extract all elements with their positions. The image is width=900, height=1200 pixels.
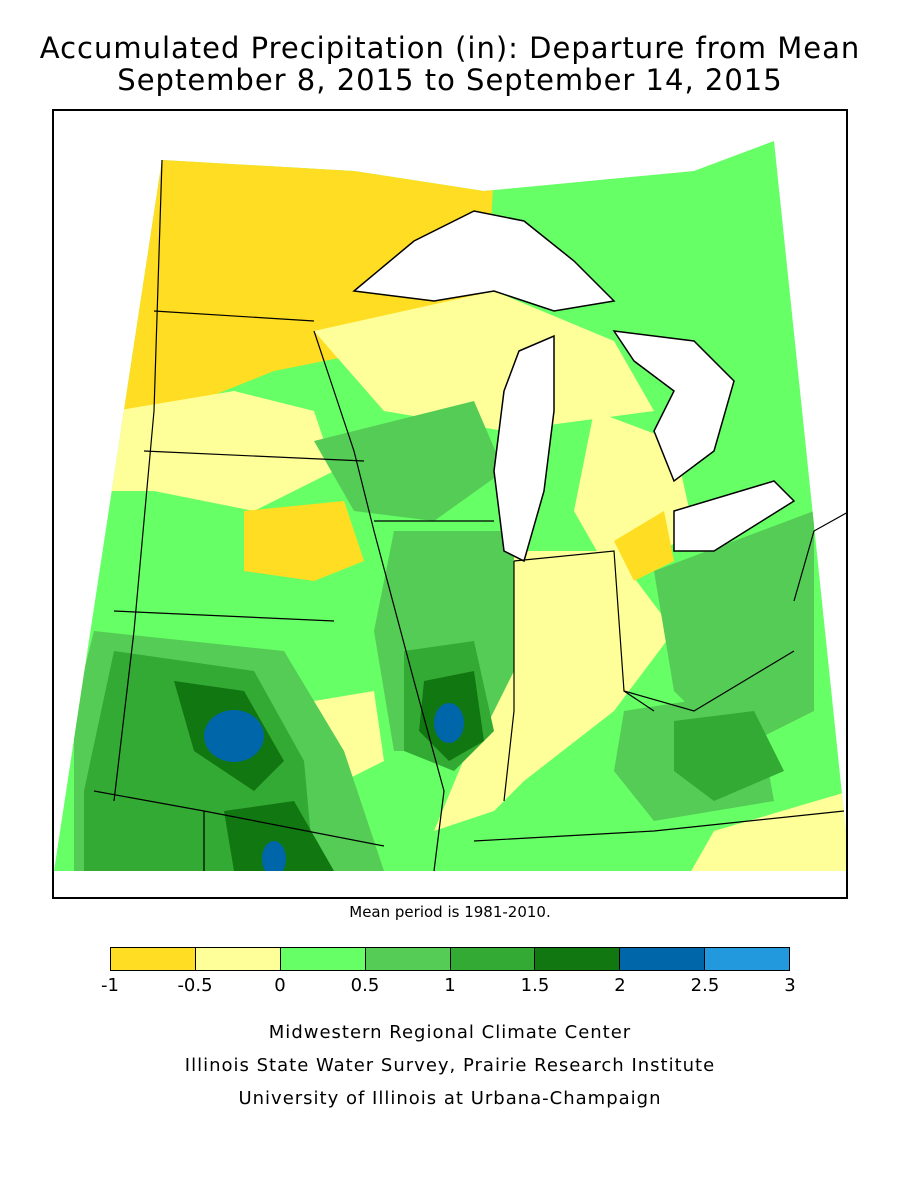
- border-mississippi: [313, 330, 445, 872]
- border-ia-mo: [113, 610, 335, 622]
- precipitation-map: [52, 109, 848, 899]
- credit-line3: University of Illinois at Urbana-Champai…: [238, 1088, 662, 1109]
- mean-period-note: Mean period is 1981-2010.: [349, 903, 551, 921]
- legend-swatch: [280, 948, 366, 970]
- border-il-in: [503, 561, 515, 802]
- legend-tick-label: 0.5: [350, 975, 380, 996]
- peak-illinois-region: [434, 703, 464, 743]
- dry-ohio-region: [614, 511, 674, 581]
- border-dakotas-east: [113, 159, 163, 802]
- border-in-oh: [513, 550, 655, 712]
- legend-swatch: [620, 948, 706, 970]
- peak-oklahoma-region: [262, 841, 286, 871]
- great-lakes: [352, 210, 796, 563]
- lake-michigan: [493, 334, 555, 563]
- neutral-plains-region: [94, 391, 334, 511]
- map-title-line2: September 8, 2015 to September 14, 2015: [117, 63, 783, 97]
- border-ohio-river: [623, 650, 795, 712]
- legend-swatch: [195, 948, 281, 970]
- border-ky-tn: [473, 810, 845, 842]
- legend-swatch: [365, 948, 451, 970]
- peak-kansas-region: [204, 710, 264, 762]
- legend-swatch: [450, 948, 536, 970]
- neutral-corridor-region: [434, 551, 674, 831]
- state-borders: [93, 159, 846, 872]
- legend-swatch: [111, 948, 196, 970]
- map-canvas: [54, 141, 846, 872]
- dry-iowa-region: [244, 501, 364, 581]
- legend-tick-label: 1.5: [520, 975, 550, 996]
- lake-superior: [352, 210, 616, 312]
- legend-tick-label: 2: [614, 975, 626, 996]
- wet-ohio-region: [654, 511, 814, 751]
- legend-tick-label: -1: [101, 975, 119, 996]
- credit-line1: Midwestern Regional Climate Center: [268, 1022, 632, 1043]
- legend-swatch: [535, 948, 621, 970]
- lake-erie: [673, 480, 796, 552]
- lake-huron: [612, 330, 735, 483]
- legend-tick-label: -0.5: [177, 975, 213, 996]
- color-legend: [110, 947, 790, 971]
- wet-wisconsin-region: [314, 401, 504, 521]
- neutral-north-region: [314, 291, 654, 431]
- legend-swatch: [705, 948, 789, 970]
- legend-tick-label: 2.5: [690, 975, 720, 996]
- neutral-southeast-region: [674, 791, 846, 871]
- legend-tick-label: 3: [784, 975, 796, 996]
- legend-tick-label: 1: [444, 975, 456, 996]
- border-pa-oh: [793, 512, 846, 602]
- legend-tick-label: 0: [274, 975, 286, 996]
- dry-north-region: [94, 151, 494, 441]
- wetter-kentucky-region: [674, 711, 784, 801]
- credit-line2: Illinois State Water Survey, Prairie Res…: [184, 1055, 716, 1076]
- wettest-oklahoma-region: [224, 801, 334, 871]
- map-title-line1: Accumulated Precipitation (in): Departur…: [39, 31, 861, 65]
- border-mn-ia: [143, 450, 365, 462]
- border-nd-sd: [153, 310, 315, 322]
